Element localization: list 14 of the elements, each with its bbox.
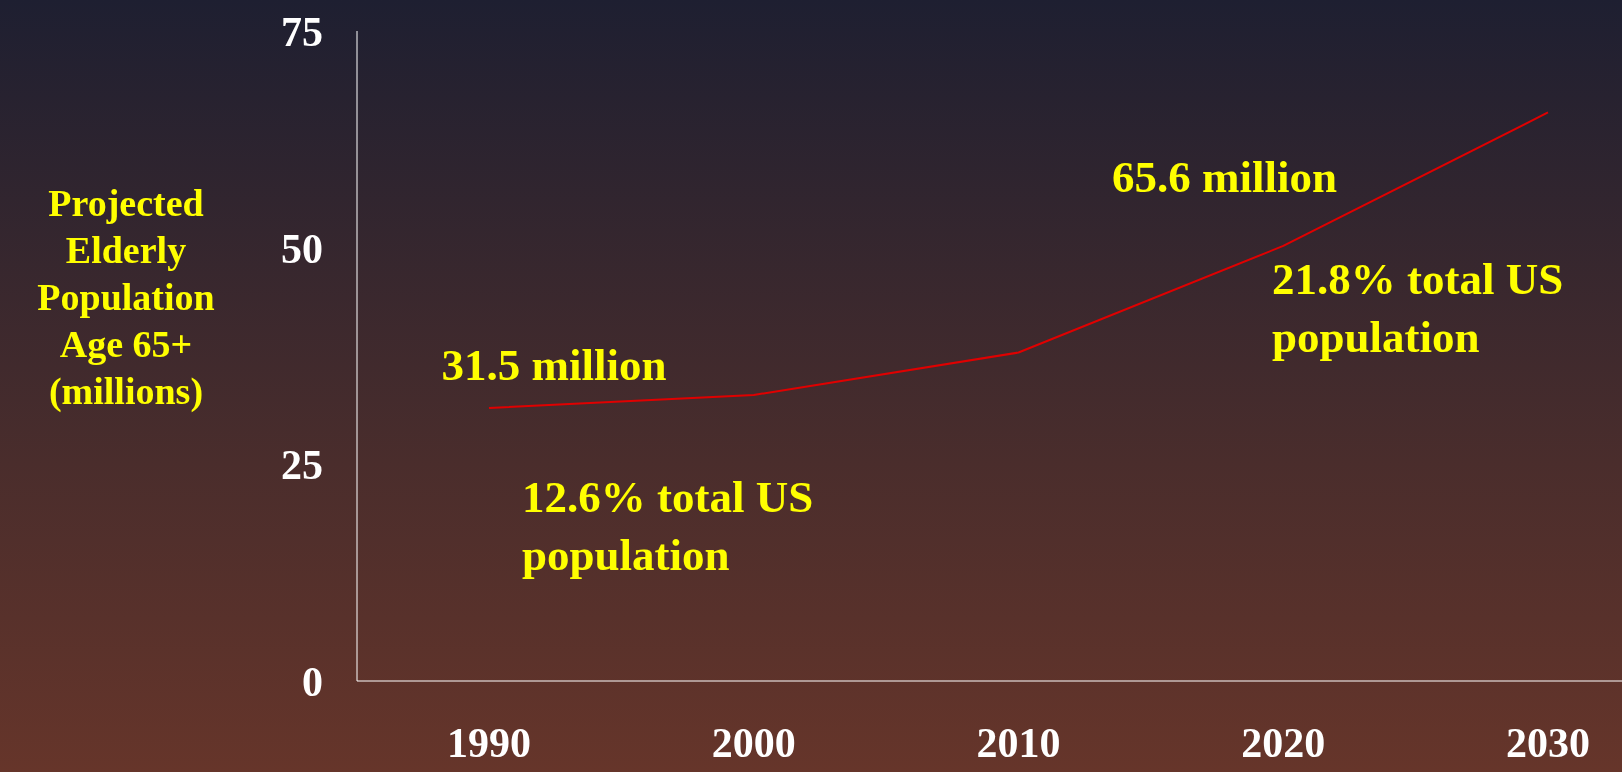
- x-tick-label: 2030: [1506, 719, 1590, 766]
- y-tick-label: 75: [281, 8, 323, 55]
- x-tick-label: 2010: [976, 719, 1061, 766]
- x-tick-label: 2000: [711, 719, 796, 766]
- y-tick-label: 0: [302, 658, 323, 705]
- y-tick-label: 25: [281, 442, 323, 489]
- y-axis-title: Projected Elderly Population Age 65+ (millions): [36, 181, 216, 414]
- annotation: 12.6% total US population: [522, 471, 815, 582]
- annotation: 65.6 million: [1112, 151, 1339, 204]
- x-tick-label: 2020: [1241, 719, 1326, 766]
- x-tick-label: 1990: [447, 719, 531, 766]
- annotation: 31.5 million: [441, 340, 667, 390]
- annotation: 21.8% total US population: [1272, 253, 1565, 364]
- y-tick-label: 50: [281, 225, 323, 272]
